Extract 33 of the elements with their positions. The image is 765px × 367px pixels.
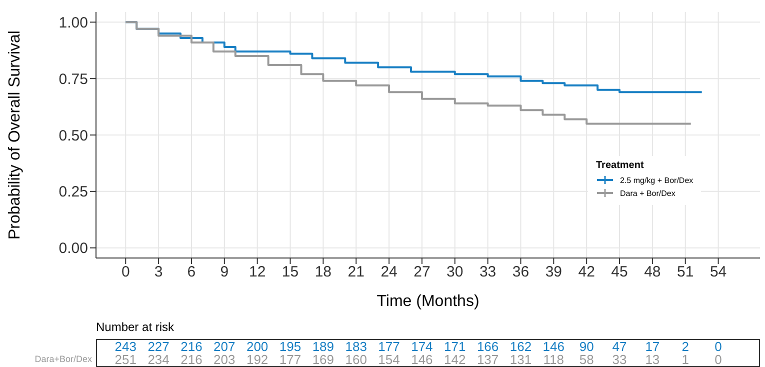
text: Dara+Bor/Dex bbox=[34, 354, 92, 364]
x-tick-label: 54 bbox=[710, 264, 727, 281]
x-tick-label: 39 bbox=[545, 264, 562, 281]
x-tick-label: 12 bbox=[248, 264, 266, 281]
x-axis-title: Time (Months) bbox=[376, 293, 480, 310]
x-tick-label: 21 bbox=[348, 264, 364, 281]
legend-label: Dara + Bor/Dex bbox=[620, 188, 676, 198]
x-tick-label: 3 bbox=[154, 264, 163, 281]
y-tick-label: 0.00 bbox=[58, 240, 88, 258]
x-tick-label: 15 bbox=[282, 264, 299, 281]
text: 251 234 216 203 192 177 169 160 154 146 142 137 131 118 58 33 13 1 0 bbox=[114, 352, 722, 367]
x-tick-label: 0 bbox=[121, 264, 130, 281]
x-tick-label: 51 bbox=[677, 264, 694, 281]
x-tick-label: 9 bbox=[220, 264, 229, 281]
x-tick-label: 30 bbox=[446, 264, 464, 281]
y-tick-label: 0.50 bbox=[58, 127, 88, 144]
y-axis-title: Probability of Overall Survival bbox=[6, 30, 24, 240]
x-tick-label: 18 bbox=[314, 264, 332, 281]
x-tick-label: 45 bbox=[611, 264, 628, 281]
legend-label: 2.5 mg/kg + Bor/Dex bbox=[620, 176, 694, 184]
text: Number at risk bbox=[96, 320, 174, 334]
y-tick-label: 0.25 bbox=[58, 184, 88, 201]
y-tick-label: 1.00 bbox=[58, 14, 88, 32]
y-tick-label: 0.75 bbox=[58, 70, 88, 88]
x-tick-label: 42 bbox=[578, 264, 595, 281]
legend-title: Treatment bbox=[596, 160, 645, 171]
x-tick-label: 6 bbox=[187, 264, 196, 281]
x-tick-label: 33 bbox=[479, 264, 496, 281]
x-tick-label: 24 bbox=[380, 264, 398, 281]
x-tick-label: 27 bbox=[414, 264, 430, 281]
x-tick-label: 48 bbox=[644, 264, 661, 281]
x-tick-label: 36 bbox=[512, 264, 530, 281]
text: 243 227 216 207 200 195 189 183 177 174 171 166 162 146 90 47 17 2 0 bbox=[114, 339, 722, 354]
